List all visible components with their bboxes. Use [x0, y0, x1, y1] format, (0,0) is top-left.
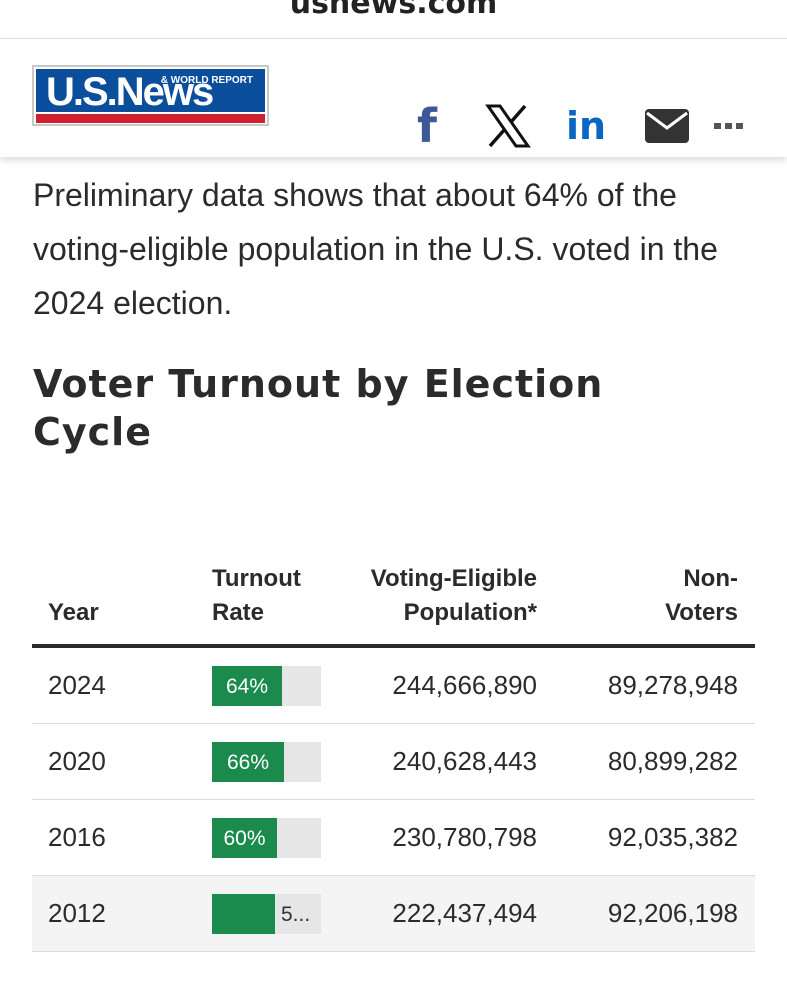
site-header: U.S.News & WORLD REPORT f in	[0, 39, 787, 157]
turnout-bar: 64%	[212, 666, 321, 706]
turnout-bar-fill	[212, 818, 277, 858]
browser-url-bar[interactable]: usnews.com	[0, 0, 787, 39]
header-nonvoters: Non-Voters	[648, 562, 738, 630]
header-turnout-rate: Turnout Rate	[212, 562, 322, 630]
url-text: usnews.com	[289, 0, 498, 21]
turnout-bar-label: 5...	[281, 903, 311, 926]
turnout-bar: 66%	[212, 742, 321, 782]
table-row: 2020 66% 240,628,443 80,899,282	[32, 724, 755, 800]
turnout-bar-fill	[212, 742, 284, 782]
turnout-bar-fill	[212, 666, 282, 706]
logo-wordmark: U.S.News	[46, 70, 214, 114]
cell-population: 222,437,494	[392, 898, 537, 928]
cell-population: 240,628,443	[392, 746, 537, 776]
turnout-bar: 5...	[212, 894, 321, 934]
cell-nonvoters: 92,035,382	[607, 822, 738, 852]
turnout-bar-label: 66%	[226, 751, 270, 774]
logo-red-band	[36, 114, 265, 123]
turnout-bar-fill	[212, 894, 275, 934]
header-population-text: Voting-Eligible Population*	[370, 565, 537, 626]
logo-subtitle: & WORLD REPORT	[160, 75, 253, 86]
cell-nonvoters: 92,206,198	[607, 898, 738, 928]
header-year: Year	[48, 599, 99, 626]
mail-icon[interactable]	[643, 101, 691, 151]
table-header: Year Turnout Rate Voting-Eligible Popula…	[32, 520, 755, 648]
table-row: 2024 64% 244,666,890 89,278,948	[32, 648, 755, 724]
table-row: 2016 60% 230,780,798 92,035,382	[32, 800, 755, 876]
cell-population: 230,780,798	[392, 822, 537, 852]
usnews-logo[interactable]: U.S.News & WORLD REPORT	[32, 65, 269, 126]
cell-nonvoters: 89,278,948	[607, 670, 738, 700]
cell-year: 2024	[48, 670, 106, 700]
x-icon[interactable]	[482, 101, 534, 151]
turnout-bar-label: 64%	[225, 675, 269, 698]
table-row: 2012 5... 222,437,494 92,206,198	[32, 876, 755, 952]
cell-nonvoters: 80,899,282	[607, 746, 738, 776]
facebook-icon[interactable]: f	[416, 99, 437, 153]
cell-year: 2016	[48, 822, 106, 852]
logo-blue-band: U.S.News & WORLD REPORT	[36, 69, 265, 114]
section-heading: Voter Turnout by Election Cycle	[33, 362, 604, 454]
turnout-table: Year Turnout Rate Voting-Eligible Popula…	[32, 520, 755, 952]
header-population: Voting-Eligible Population*	[367, 562, 537, 630]
cell-year: 2020	[48, 746, 106, 776]
cell-year: 2012	[48, 898, 106, 928]
header-turnout-rate-text: Turnout Rate	[212, 565, 301, 626]
linkedin-icon[interactable]: in	[565, 104, 607, 148]
more-icon[interactable]	[712, 101, 746, 151]
intro-paragraph: Preliminary data shows that about 64% of…	[33, 177, 718, 321]
cell-population: 244,666,890	[392, 670, 537, 700]
header-nonvoters-text: Non-Voters	[665, 565, 738, 626]
turnout-bar: 60%	[212, 818, 321, 858]
turnout-bar-label: 60%	[223, 827, 266, 850]
